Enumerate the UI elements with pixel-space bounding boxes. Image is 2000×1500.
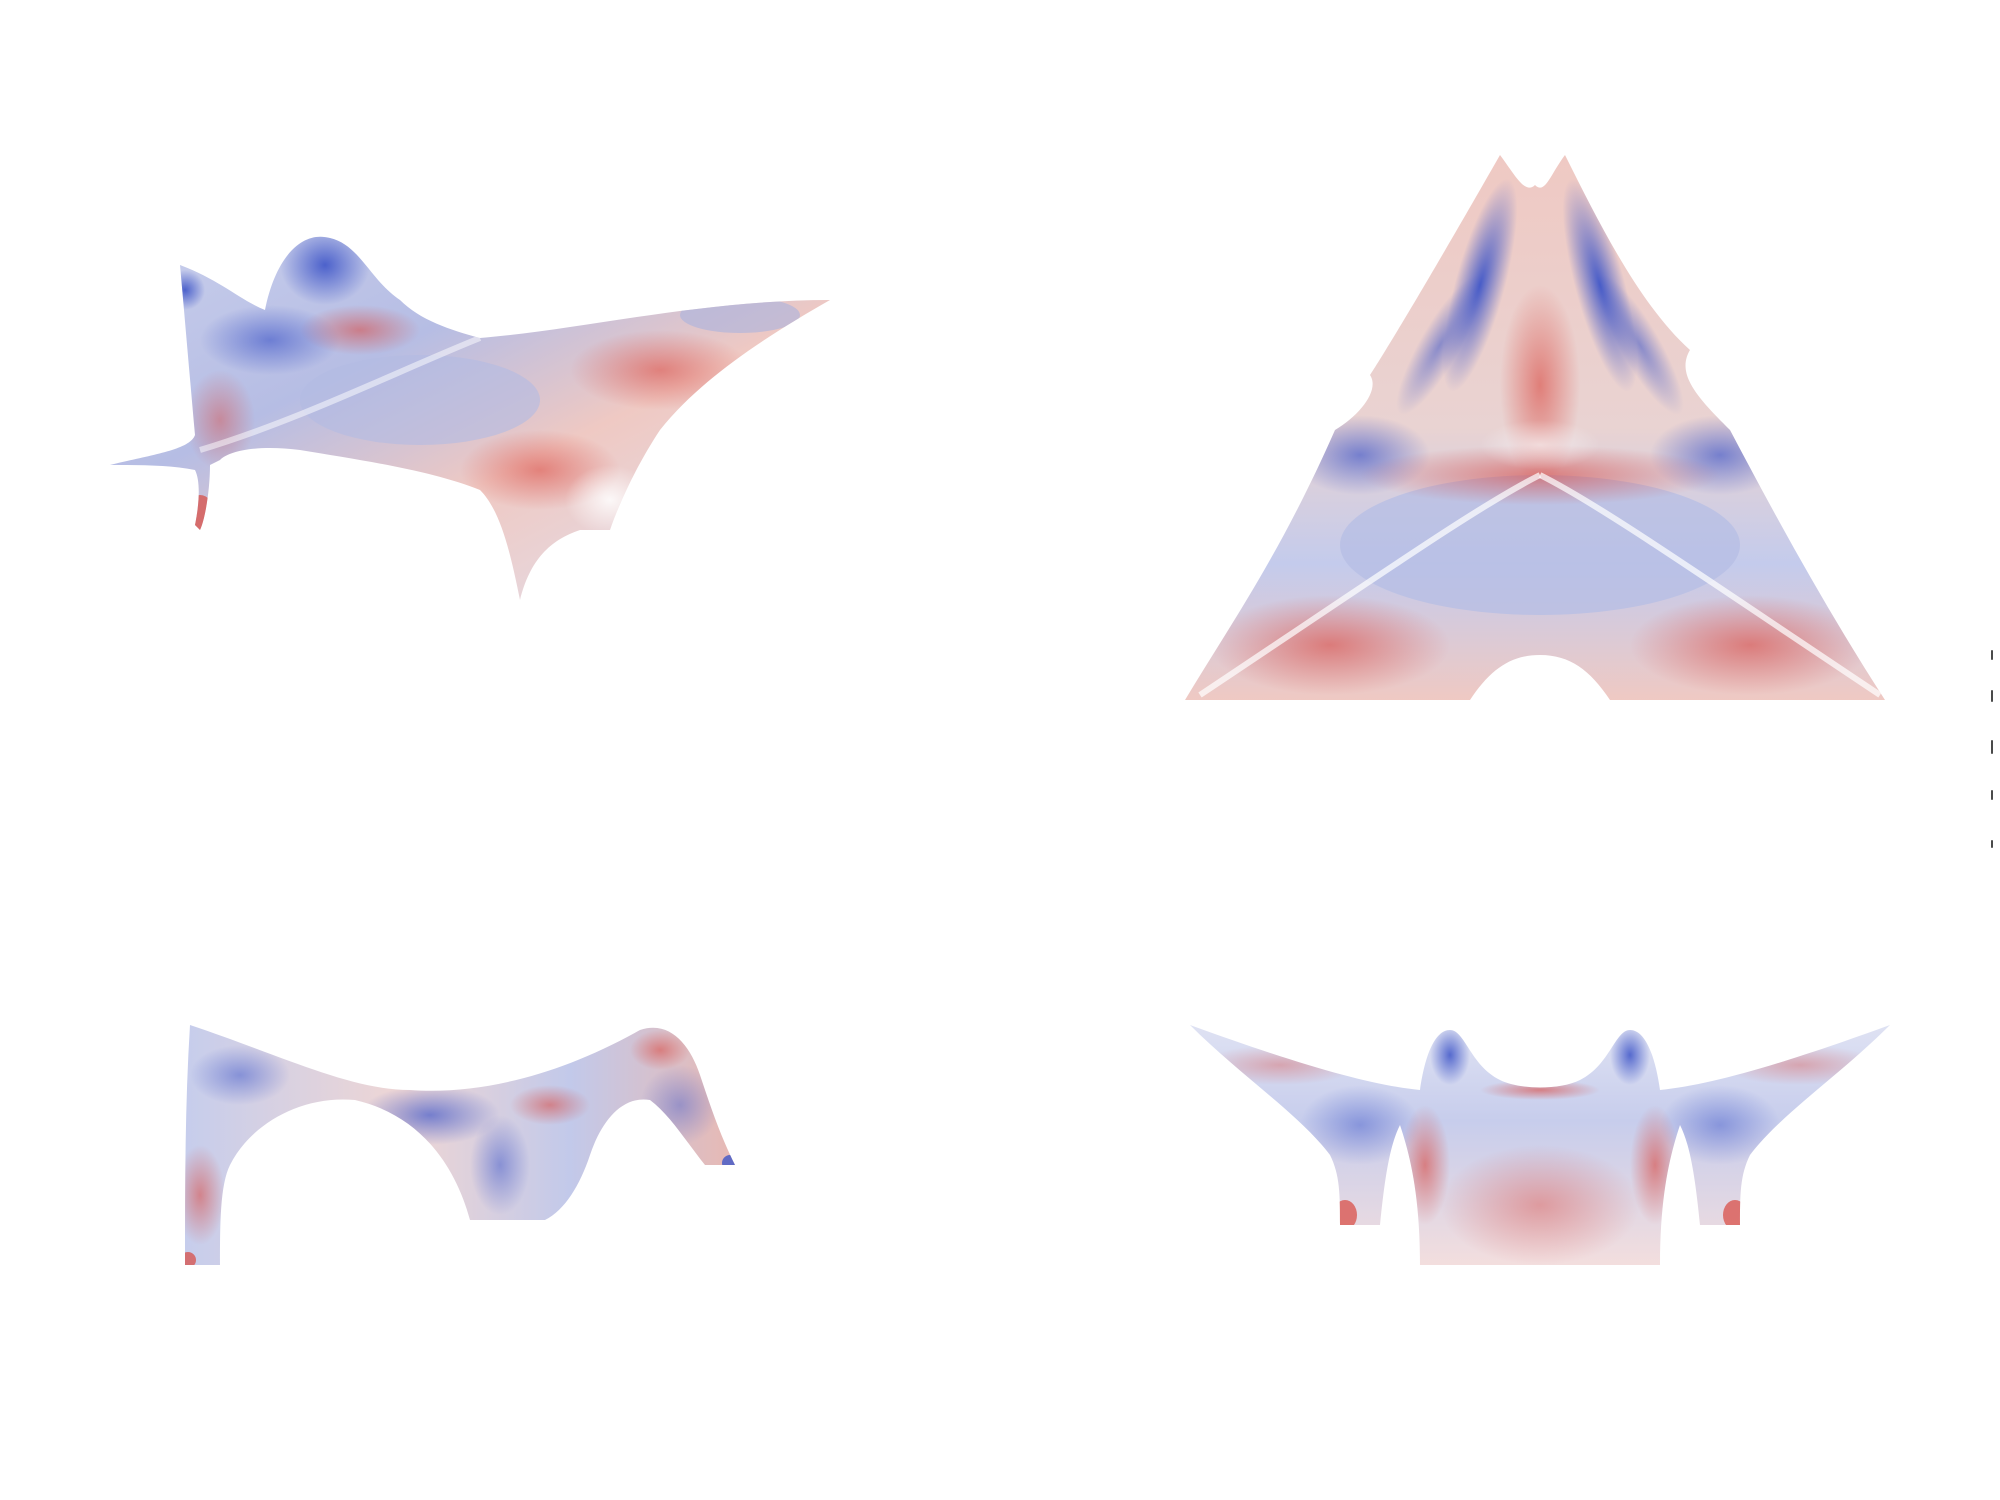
front-view [1180,1015,1900,1285]
top-view [1180,145,1900,715]
top-shell [1185,155,1885,700]
front-shell [1190,1025,1890,1265]
side-shell [185,1025,735,1265]
perspective-view [100,220,840,670]
perspective-shell [110,236,830,600]
shell-surface [185,1025,735,1265]
side-view [180,1015,750,1285]
edge-marks [1990,640,1996,860]
